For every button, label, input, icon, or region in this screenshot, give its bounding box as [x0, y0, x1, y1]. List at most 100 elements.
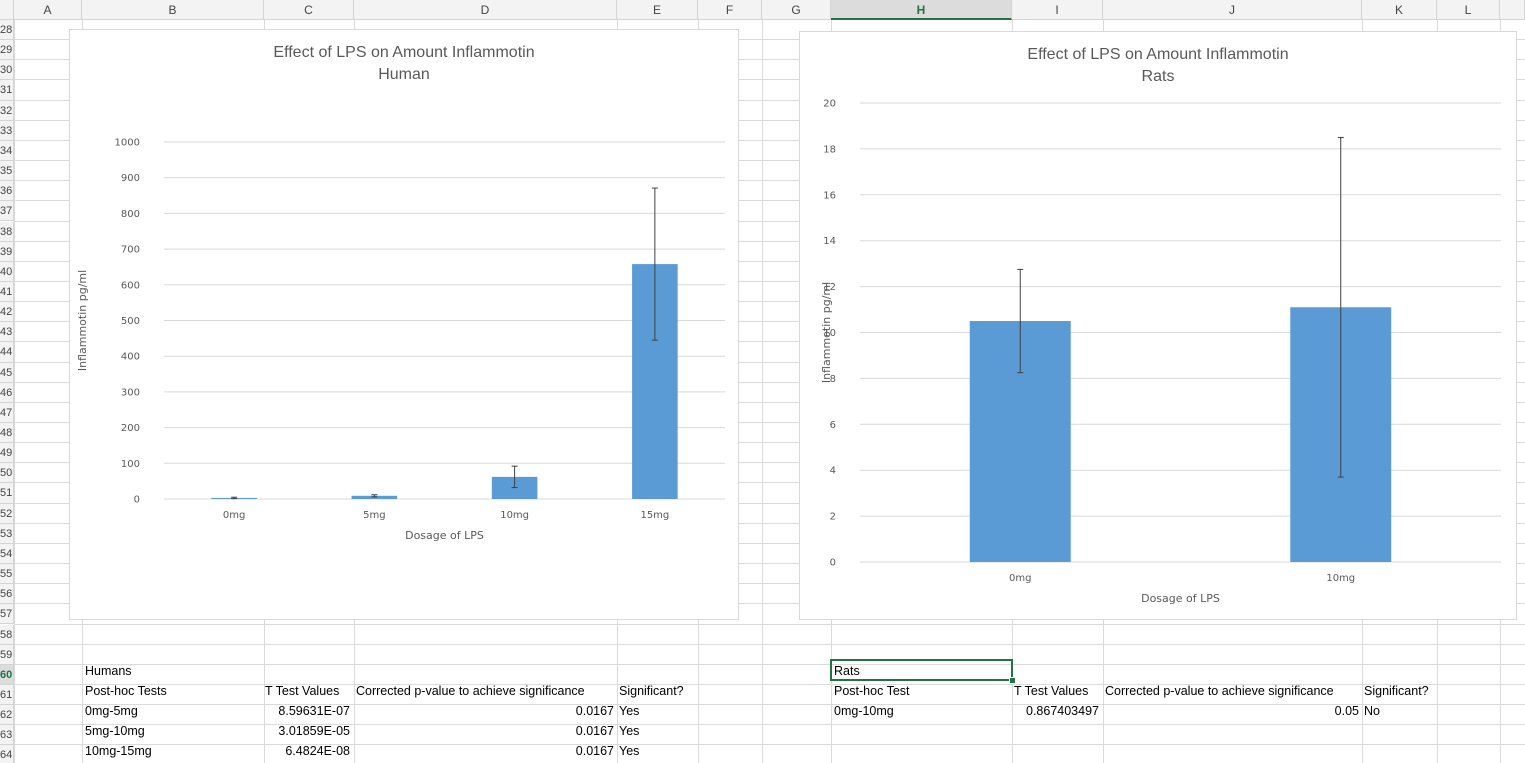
column-header[interactable]: K — [1362, 0, 1437, 20]
y-tick-label: 8 — [830, 374, 836, 385]
grid-row-line — [14, 341, 1525, 343]
select-all-corner[interactable] — [0, 0, 14, 20]
column-header[interactable]: B — [82, 0, 264, 20]
y-tick-label: 0 — [830, 558, 836, 569]
column-header[interactable]: I — [1012, 0, 1103, 20]
row-header[interactable]: 38 — [0, 221, 14, 242]
row-header[interactable]: 53 — [0, 523, 14, 544]
row-header[interactable]: 36 — [0, 181, 14, 202]
row-header[interactable]: 48 — [0, 423, 14, 444]
humans-header-ttest[interactable]: T Test Values — [265, 684, 340, 698]
humans-header-corrected[interactable]: Corrected p-value to achieve significanc… — [356, 684, 585, 698]
row-header[interactable]: 46 — [0, 382, 14, 403]
row-header[interactable]: 55 — [0, 564, 14, 585]
row-header[interactable]: 58 — [0, 624, 14, 645]
rats-header-posthoc[interactable]: Post-hoc Test — [834, 684, 910, 698]
row-header[interactable]: 47 — [0, 402, 14, 423]
grid-row-line — [14, 563, 1525, 565]
y-tick-label: 20 — [823, 99, 836, 110]
humans-row-ttest[interactable]: 6.4824E-08 — [285, 744, 350, 758]
y-tick-label: 500 — [121, 316, 140, 327]
row-header[interactable]: 41 — [0, 281, 14, 303]
humans-row-significant[interactable]: Yes — [619, 744, 640, 758]
column-header[interactable]: G — [762, 0, 831, 20]
row-header[interactable]: 54 — [0, 543, 14, 565]
grid-row-line — [14, 603, 1525, 605]
grid-row-line — [14, 442, 1525, 444]
rats-table-title[interactable]: Rats — [834, 664, 860, 678]
row-header[interactable]: 56 — [0, 584, 14, 605]
row-header[interactable]: 35 — [0, 161, 14, 182]
chart-title: Effect of LPS on Amount Inflammotin — [273, 44, 534, 61]
y-tick-label: 16 — [823, 190, 836, 201]
row-header[interactable]: 64 — [0, 745, 14, 763]
x-axis-title: Dosage of LPS — [405, 529, 484, 542]
rats-header-ttest[interactable]: T Test Values — [1014, 684, 1089, 698]
active-cell-selection[interactable] — [830, 659, 1013, 681]
row-header[interactable]: 59 — [0, 644, 14, 665]
column-header[interactable]: J — [1103, 0, 1362, 20]
column-header[interactable]: C — [264, 0, 354, 20]
rats-chart[interactable]: Effect of LPS on Amount Inflammotin Rats 0… — [799, 31, 1517, 620]
column-header[interactable]: F — [698, 0, 762, 20]
humans-row-ttest[interactable]: 3.01859E-05 — [278, 724, 350, 738]
x-tick-label: 5mg — [363, 510, 385, 521]
column-header[interactable]: E — [617, 0, 698, 20]
row-header[interactable]: 57 — [0, 604, 14, 625]
y-tick-label: 18 — [823, 144, 836, 155]
rats-row-ttest[interactable]: 0.867403497 — [1026, 704, 1099, 718]
humans-header-significant[interactable]: Significant? — [619, 684, 684, 698]
column-header[interactable]: H — [831, 0, 1012, 20]
column-header[interactable]: D — [354, 0, 617, 20]
row-header[interactable]: 49 — [0, 443, 14, 464]
row-header[interactable]: 50 — [0, 463, 14, 484]
row-header[interactable]: 42 — [0, 302, 14, 323]
row-header[interactable]: 40 — [0, 261, 14, 282]
y-tick-label: 12 — [823, 282, 836, 293]
humans-row-test[interactable]: 0mg-5mg — [85, 704, 138, 718]
row-header[interactable]: 52 — [0, 503, 14, 524]
rats-header-significant[interactable]: Significant? — [1364, 684, 1429, 698]
human-chart[interactable]: Effect of LPS on Amount Inflammotin Human… — [69, 29, 739, 620]
row-header[interactable]: 62 — [0, 705, 14, 726]
humans-row-significant[interactable]: Yes — [619, 724, 640, 738]
grid-row-line — [14, 583, 1525, 585]
row-header[interactable]: 61 — [0, 684, 14, 706]
row-header[interactable]: 44 — [0, 342, 14, 363]
column-header[interactable]: A — [14, 0, 82, 20]
humans-table-title[interactable]: Humans — [85, 664, 132, 678]
rats-chart-svg: Effect of LPS on Amount Inflammotin Rats 0… — [820, 46, 1501, 605]
row-header[interactable]: 34 — [0, 140, 14, 162]
row-header[interactable]: 30 — [0, 60, 14, 81]
humans-row-corrected[interactable]: 0.0167 — [575, 704, 614, 718]
humans-row-corrected[interactable]: 0.0167 — [575, 744, 614, 758]
row-header[interactable]: 63 — [0, 725, 14, 746]
row-header[interactable]: 33 — [0, 120, 14, 141]
rats-row-significant[interactable]: No — [1364, 704, 1380, 718]
row-header[interactable]: 31 — [0, 80, 14, 101]
row-header[interactable]: 37 — [0, 201, 14, 222]
rats-header-corrected[interactable]: Corrected p-value to achieve significanc… — [1105, 684, 1334, 698]
humans-row-ttest[interactable]: 8.59631E-07 — [278, 704, 350, 718]
humans-row-test[interactable]: 5mg-10mg — [85, 724, 145, 738]
row-header[interactable]: 43 — [0, 322, 14, 343]
humans-row-corrected[interactable]: 0.0167 — [575, 724, 614, 738]
row-header[interactable]: 51 — [0, 483, 14, 504]
humans-row-test[interactable]: 10mg-15mg — [85, 744, 152, 758]
rats-row-test[interactable]: 0mg-10mg — [834, 704, 894, 718]
x-tick-label: 10mg — [500, 510, 529, 521]
humans-row-significant[interactable]: Yes — [619, 704, 640, 718]
row-header[interactable]: 45 — [0, 362, 14, 383]
column-header[interactable]: L — [1437, 0, 1500, 20]
row-header[interactable]: 39 — [0, 241, 14, 262]
fill-handle[interactable] — [1009, 677, 1016, 684]
row-header[interactable]: 32 — [0, 100, 14, 121]
humans-header-posthoc[interactable]: Post-hoc Tests — [85, 684, 167, 698]
row-header[interactable]: 60 — [0, 664, 14, 685]
row-header[interactable]: 28 — [0, 20, 14, 41]
chart-subtitle: Rats — [1142, 68, 1175, 85]
row-header[interactable]: 29 — [0, 40, 14, 61]
rats-row-corrected[interactable]: 0.05 — [1334, 704, 1359, 718]
grid-row-line — [14, 321, 1525, 323]
